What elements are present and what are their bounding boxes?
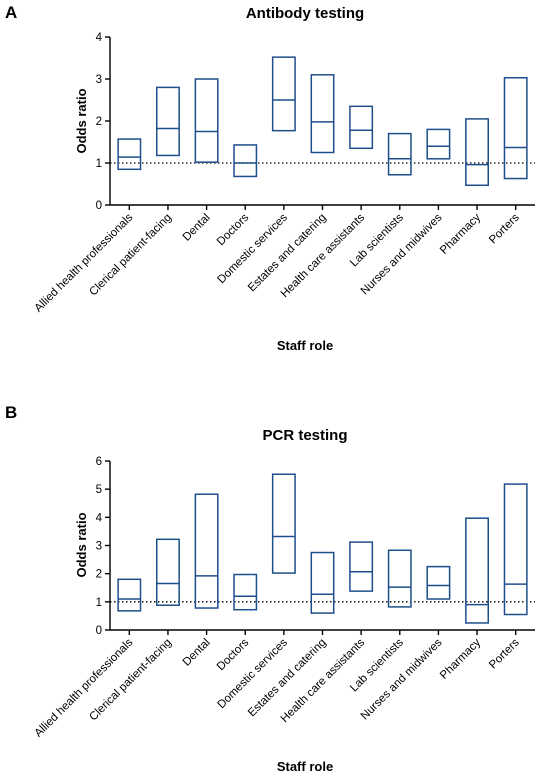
x-tick-label: Dental (181, 637, 213, 669)
box-6 (349, 105, 374, 150)
y-tick-label: 2 (96, 569, 102, 581)
box-1 (156, 538, 180, 606)
box-6 (349, 541, 374, 592)
x-tick-label: Domestic services (216, 636, 291, 711)
box-2 (194, 493, 219, 609)
box-8 (426, 128, 451, 160)
y-axis-label: Odds ratio (74, 512, 89, 577)
x-tick-label: Pharmacy (438, 211, 483, 256)
y-tick-label: 1 (96, 597, 102, 609)
panel-antibody: A Antibody testing Odds ratio Staff role… (5, 3, 535, 353)
box-4 (271, 473, 296, 574)
x-axis-label: Staff role (277, 759, 333, 774)
x-tick-label: Doctors (215, 636, 252, 673)
box-2 (194, 78, 219, 163)
box-9 (465, 517, 490, 624)
chart-title: PCR testing (262, 427, 347, 444)
box-10 (503, 483, 528, 616)
y-tick-label: 2 (96, 116, 102, 128)
y-tick-label: 0 (96, 200, 102, 212)
box-10 (503, 76, 528, 180)
box-5 (310, 74, 335, 154)
y-tick-label: 6 (96, 456, 102, 468)
y-tick-label: 4 (96, 32, 103, 44)
y-tick-label: 3 (96, 541, 102, 553)
box-3 (233, 573, 258, 611)
box-7 (387, 132, 412, 176)
box-4 (271, 56, 296, 132)
panel-pcr: B PCR testing Odds ratio Staff role 0 1 2 3… (5, 403, 535, 774)
x-axis-label: Staff role (277, 338, 333, 353)
x-tick-label: Domestic services (216, 211, 291, 286)
box-1 (156, 86, 180, 157)
panel-label: B (5, 403, 17, 422)
x-tick-label: Nurses and midwives (359, 636, 445, 722)
box-8 (426, 565, 451, 600)
box-3 (233, 144, 258, 178)
box-7 (387, 549, 412, 608)
x-tick-label: Porters (487, 636, 522, 671)
box-0 (117, 138, 142, 171)
x-tick-label: Nurses and midwives (359, 211, 445, 297)
x-tick-label: Pharmacy (438, 636, 483, 681)
y-tick-label: 0 (96, 625, 102, 637)
chart-title: Antibody testing (246, 5, 364, 22)
y-tick-label: 1 (96, 158, 102, 170)
x-tick-label: Dental (181, 212, 213, 244)
box-0 (117, 578, 142, 612)
y-tick-label: 5 (96, 484, 102, 496)
y-tick-label: 3 (96, 74, 102, 86)
box-5 (310, 551, 335, 614)
y-tick-label: 4 (96, 512, 103, 524)
x-tick-label: Doctors (215, 211, 252, 248)
y-axis-label: Odds ratio (74, 88, 89, 153)
panel-label: A (5, 3, 17, 22)
box-9 (465, 118, 490, 187)
x-tick-label: Porters (487, 211, 522, 246)
